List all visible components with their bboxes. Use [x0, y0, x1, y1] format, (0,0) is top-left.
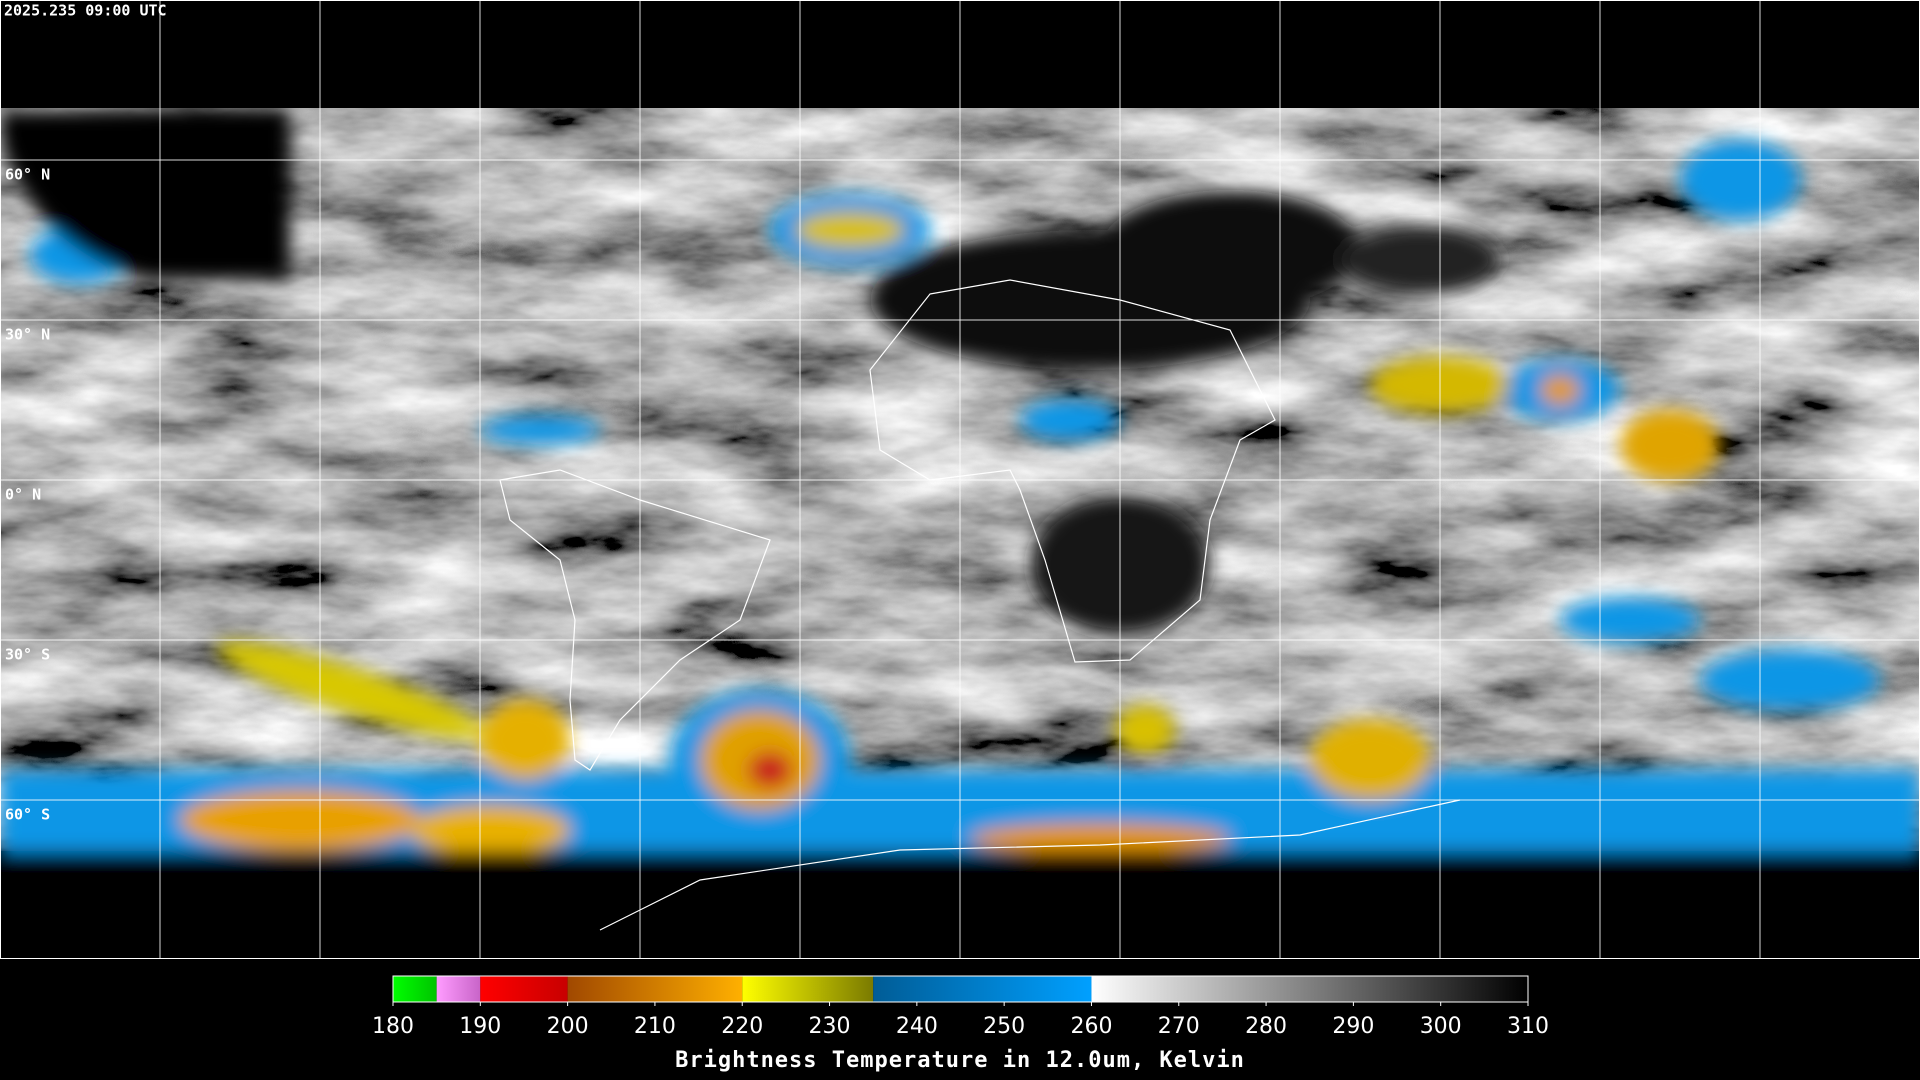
colorbar-segment [1091, 976, 1528, 1002]
coastline [599, 799, 1461, 931]
colorbar-segment [480, 976, 568, 1002]
coastline [499, 469, 771, 771]
colorbar-title: Brightness Temperature in 12.0um, Kelvin [675, 1048, 1245, 1073]
colorbar-segment [873, 976, 1092, 1002]
colorbar-segment [393, 976, 437, 1002]
colorbar-tick-label: 280 [1245, 1014, 1287, 1039]
colorbar-tick-label: 240 [896, 1014, 938, 1039]
colorbar-border [392, 975, 1529, 1003]
latitude-label: 0° N [5, 486, 41, 504]
colorbar-segment [742, 976, 874, 1002]
colorbar-tick-label: 190 [459, 1014, 501, 1039]
colorbar-tick-label: 220 [721, 1014, 763, 1039]
timestamp: 2025.235 09:00 UTC [4, 2, 167, 20]
latitude-label: 60° S [5, 806, 50, 824]
colorbar-tick-label: 200 [547, 1014, 589, 1039]
colorbar-segment [436, 976, 481, 1002]
latitude-label: 30° N [5, 326, 50, 344]
colorbar-tick-label: 210 [634, 1014, 676, 1039]
colorbar-tick-label: 250 [983, 1014, 1025, 1039]
colorbar-segment [567, 976, 743, 1002]
latitude-label: 60° N [5, 166, 50, 184]
latitude-label: 30° S [5, 646, 50, 664]
colorbar-tick-label: 290 [1332, 1014, 1374, 1039]
colorbar-tick-label: 310 [1507, 1014, 1549, 1039]
colorbar-tick-label: 230 [809, 1014, 851, 1039]
colorbar-tick-label: 180 [372, 1014, 414, 1039]
colorbar-tick-label: 270 [1158, 1014, 1200, 1039]
colorbar-tick-label: 260 [1070, 1014, 1112, 1039]
colorbar-tick-label: 300 [1420, 1014, 1462, 1039]
